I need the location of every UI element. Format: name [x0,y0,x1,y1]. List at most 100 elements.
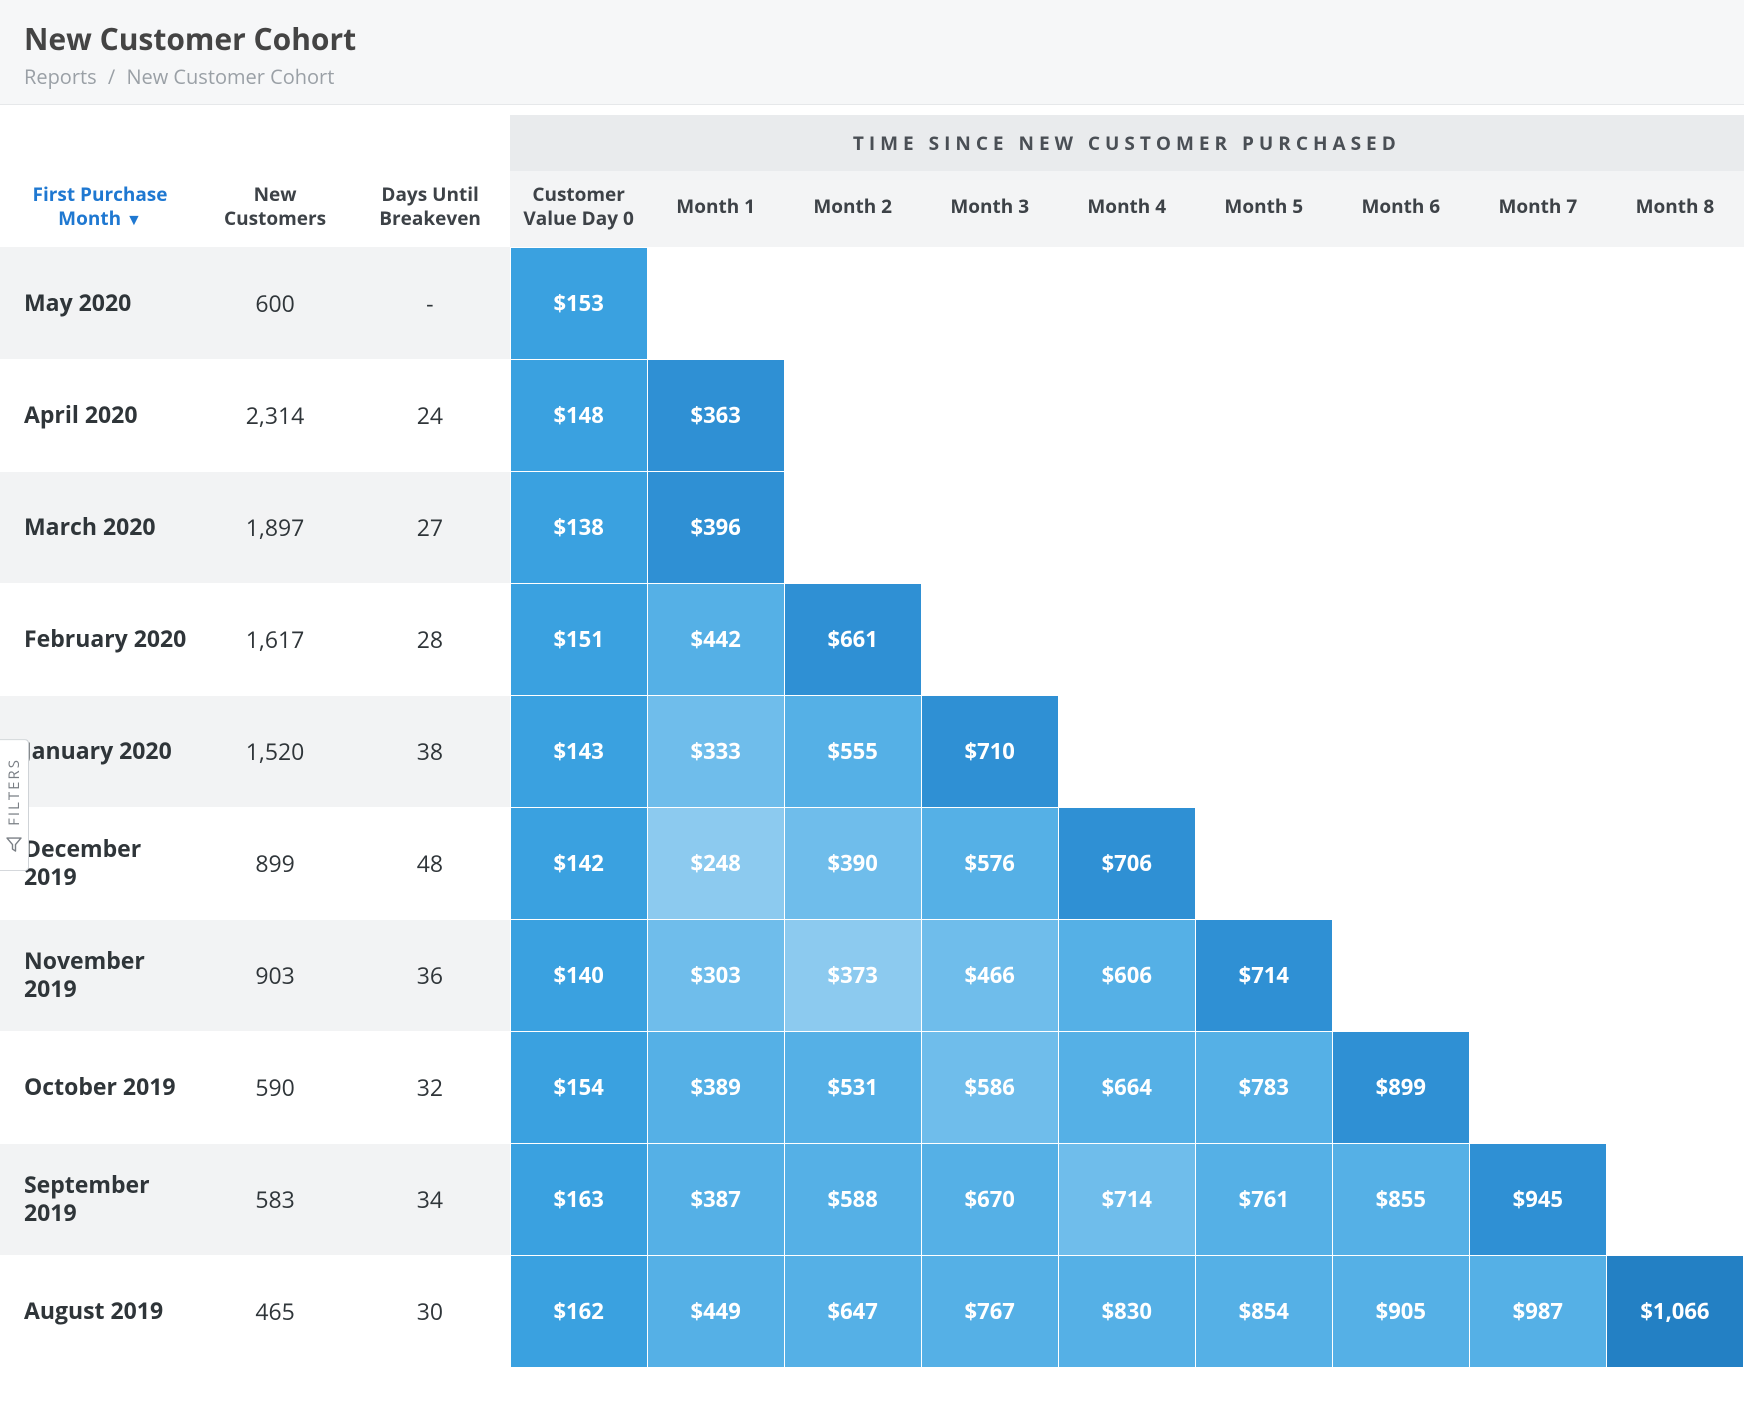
cell-value: $761 [1195,1143,1332,1255]
cell-empty [1606,359,1743,471]
cell-value: $373 [784,919,921,1031]
cell-empty [1332,247,1469,359]
cell-empty [1606,1143,1743,1255]
cell-empty [1195,807,1332,919]
table-row: August 201946530$162$449$647$767$830$854… [0,1255,1744,1367]
cell-empty [1469,919,1606,1031]
cell-value: $588 [784,1143,921,1255]
cell-value: $142 [510,807,647,919]
cell-value: $647 [784,1255,921,1367]
cell-value: $783 [1195,1031,1332,1143]
filter-icon [6,836,22,852]
col-first-purchase-month[interactable]: First Purchase Month ▼ [0,171,200,247]
breadcrumb-current: New Customer Cohort [126,63,334,90]
cell-empty [1606,807,1743,919]
page-title: New Customer Cohort [24,18,1720,59]
cell-value: $153 [510,247,647,359]
cell-new-customers: 583 [200,1143,350,1255]
cell-value: $248 [647,807,784,919]
page-header: New Customer Cohort Reports / New Custom… [0,0,1744,105]
cell-new-customers: 465 [200,1255,350,1367]
table-row: December 201989948$142$248$390$576$706 [0,807,1744,919]
cell-value: $987 [1469,1255,1606,1367]
breadcrumb-root[interactable]: Reports [24,63,97,90]
cell-month: October 2019 [0,1031,200,1143]
cell-empty [921,471,1058,583]
cell-empty [1195,695,1332,807]
cell-empty [1332,919,1469,1031]
cell-empty [1469,807,1606,919]
col-days-until-breakeven[interactable]: Days Until Breakeven [350,171,510,247]
cell-value: $163 [510,1143,647,1255]
cell-month: March 2020 [0,471,200,583]
cell-empty [1606,247,1743,359]
header-row: First Purchase Month ▼ New Customers Day… [0,171,1744,247]
cell-empty [1332,583,1469,695]
cell-value: $140 [510,919,647,1031]
col-month-1[interactable]: Month 1 [647,171,784,247]
col-month-3[interactable]: Month 3 [921,171,1058,247]
col-new-customers[interactable]: New Customers [200,171,350,247]
cell-value: $670 [921,1143,1058,1255]
cell-empty [1469,359,1606,471]
cell-value: $899 [1332,1031,1469,1143]
cell-empty [1332,359,1469,471]
col-month-4[interactable]: Month 4 [1058,171,1195,247]
cell-empty [784,471,921,583]
cell-empty [921,247,1058,359]
table-row: March 20201,89727$138$396 [0,471,1744,583]
col-month-5[interactable]: Month 5 [1195,171,1332,247]
cell-empty [1332,695,1469,807]
cell-value: $855 [1332,1143,1469,1255]
cell-new-customers: 1,520 [200,695,350,807]
cell-days-until-breakeven: 34 [350,1143,510,1255]
cell-empty [647,247,784,359]
filters-label: FILTERS [4,758,24,826]
col-month-2[interactable]: Month 2 [784,171,921,247]
cell-empty [1058,471,1195,583]
cell-new-customers: 899 [200,807,350,919]
cell-empty [1606,919,1743,1031]
table-row: September 201958334$163$387$588$670$714$… [0,1143,1744,1255]
cell-value: $531 [784,1031,921,1143]
cell-empty [1058,695,1195,807]
cell-value: $767 [921,1255,1058,1367]
col-month-6[interactable]: Month 6 [1332,171,1469,247]
cell-value: $586 [921,1031,1058,1143]
cell-days-until-breakeven: 24 [350,359,510,471]
filters-toggle[interactable]: FILTERS [0,739,29,871]
table-row: February 20201,61728$151$442$661 [0,583,1744,695]
cell-value: $830 [1058,1255,1195,1367]
breadcrumb: Reports / New Customer Cohort [24,63,1720,90]
cell-empty [1195,471,1332,583]
col-month-8[interactable]: Month 8 [1606,171,1743,247]
cell-days-until-breakeven: 36 [350,919,510,1031]
cell-days-until-breakeven: 30 [350,1255,510,1367]
cell-value: $466 [921,919,1058,1031]
cell-empty [1469,695,1606,807]
cell-new-customers: 600 [200,247,350,359]
cell-empty [921,359,1058,471]
col-value-day-0[interactable]: Customer Value Day 0 [510,171,647,247]
cell-value: $154 [510,1031,647,1143]
table-row: January 20201,52038$143$333$555$710 [0,695,1744,807]
table-body: May 2020600-$153April 20202,31424$148$36… [0,247,1744,1367]
cell-value: $905 [1332,1255,1469,1367]
cell-empty [1195,583,1332,695]
cell-empty [1332,807,1469,919]
cell-value: $151 [510,583,647,695]
cell-new-customers: 1,897 [200,471,350,583]
cell-empty [784,247,921,359]
cell-value: $1,066 [1606,1255,1743,1367]
cell-value: $303 [647,919,784,1031]
cell-empty [1195,359,1332,471]
cell-value: $661 [784,583,921,695]
cell-month: November 2019 [0,919,200,1031]
breadcrumb-separator: / [108,63,115,90]
col-month-7[interactable]: Month 7 [1469,171,1606,247]
cell-empty [1469,471,1606,583]
cell-value: $555 [784,695,921,807]
band-row: TIME SINCE NEW CUSTOMER PURCHASED [0,115,1744,171]
cell-empty [1606,471,1743,583]
cell-value: $148 [510,359,647,471]
